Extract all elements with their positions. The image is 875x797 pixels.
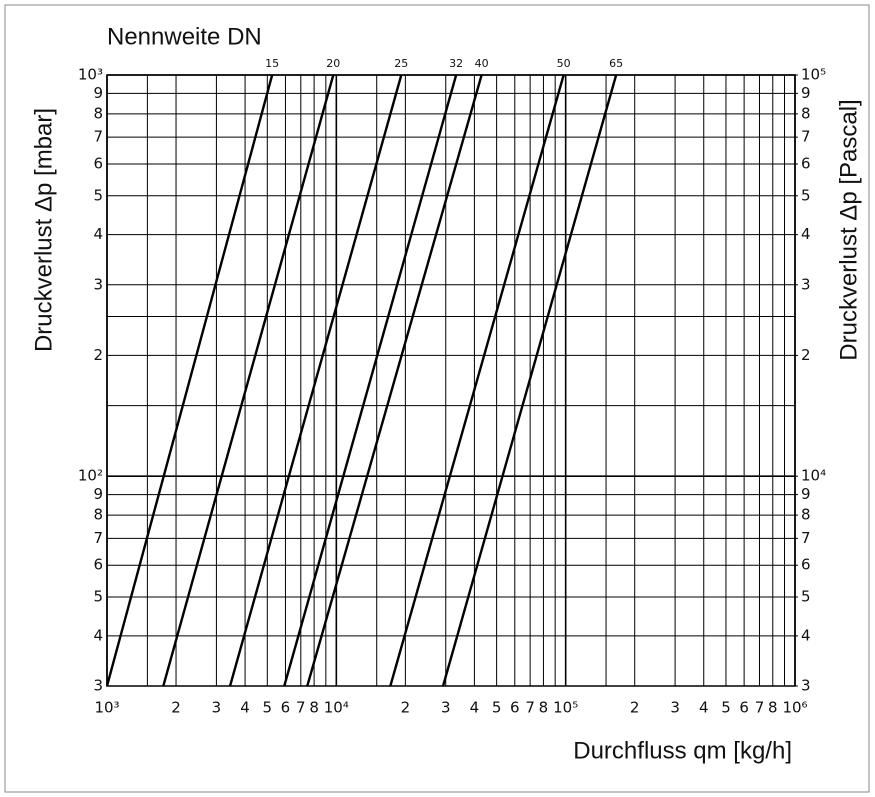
- series-line: [228, 74, 403, 687]
- x-tick-label: 3: [670, 699, 680, 717]
- y-tick-label: 7: [93, 529, 103, 547]
- series-line: [441, 74, 618, 687]
- y-tick-label: 5: [93, 186, 103, 204]
- chart-title: Nennweite DN: [107, 23, 262, 50]
- x-tick-label: 6: [510, 699, 520, 717]
- x-tick-label: 8: [768, 699, 778, 717]
- y2-axis-label: Druckverlust Δp [Pascal]: [835, 99, 862, 360]
- y2-tick-label: 5: [801, 587, 811, 605]
- y2-tick-label: 3: [801, 275, 811, 293]
- x-tick-label: 5: [492, 699, 502, 717]
- x-tick-label: 10⁴: [324, 699, 349, 717]
- x-tick-label: 8: [539, 699, 549, 717]
- x-axis-label: Durchfluss qm [kg/h]: [573, 737, 792, 764]
- y-tick-label: 5: [93, 587, 103, 605]
- y-tick-label: 3: [93, 677, 103, 695]
- y2-tick-label: 5: [801, 186, 811, 204]
- x-tick-label: 6: [281, 699, 291, 717]
- y2-tick-label: 9: [801, 84, 811, 102]
- y-tick-label: 10²: [78, 467, 103, 485]
- y-tick-label: 9: [93, 84, 103, 102]
- frame: [4, 4, 870, 793]
- x-tick-label: 4: [699, 699, 709, 717]
- y2-tick-label: 6: [801, 155, 811, 173]
- x-tick-label: 6: [739, 699, 749, 717]
- y2-tick-label: 8: [801, 506, 811, 524]
- y2-tick-label: 8: [801, 104, 811, 122]
- y-tick-label: 3: [93, 275, 103, 293]
- series-line: [105, 74, 274, 687]
- series-line: [283, 74, 458, 687]
- y2-tick-label: 4: [801, 225, 811, 243]
- y-tick-label: 4: [93, 225, 103, 243]
- x-tick-label: 8: [309, 699, 319, 717]
- y-tick-label: 10³: [78, 66, 103, 84]
- y-tick-label: 9: [93, 485, 103, 503]
- series-label: 25: [394, 57, 408, 70]
- x-tick-label: 10⁶: [782, 699, 807, 717]
- x-tick-label: 5: [721, 699, 731, 717]
- x-tick-label: 2: [171, 699, 181, 717]
- series-label: 50: [557, 57, 571, 70]
- y-tick-label: 7: [93, 128, 103, 146]
- x-tick-label: 4: [240, 699, 250, 717]
- series-label: 40: [475, 57, 489, 70]
- y2-tick-label: 3: [801, 677, 811, 695]
- y2-tick-label: 2: [801, 346, 811, 364]
- y2-tick-label: 10⁴: [801, 467, 826, 485]
- y-tick-label: 8: [93, 506, 103, 524]
- x-tick-label: 10³: [94, 699, 119, 717]
- x-tick-label: 7: [755, 699, 765, 717]
- x-tick-label: 2: [630, 699, 640, 717]
- x-tick-label: 2: [401, 699, 411, 717]
- y2-tick-label: 10⁵: [801, 66, 826, 84]
- y-tick-label: 4: [93, 626, 103, 644]
- y-axis-label: Druckverlust Δp [mbar]: [30, 108, 57, 352]
- x-tick-label: 10⁵: [553, 699, 578, 717]
- series-line: [162, 74, 335, 687]
- series-label: 20: [326, 57, 340, 70]
- y-tick-label: 2: [93, 346, 103, 364]
- y2-tick-label: 7: [801, 529, 811, 547]
- y-tick-label: 8: [93, 104, 103, 122]
- x-tick-label: 7: [525, 699, 535, 717]
- y-tick-label: 6: [93, 556, 103, 574]
- y2-tick-label: 4: [801, 626, 811, 644]
- plot-border: [106, 74, 796, 687]
- x-tick-label: 7: [296, 699, 306, 717]
- y2-tick-label: 7: [801, 128, 811, 146]
- y2-tick-label: 6: [801, 556, 811, 574]
- series-label: 65: [609, 57, 623, 70]
- y2-tick-label: 9: [801, 485, 811, 503]
- series-line: [389, 74, 565, 687]
- y-tick-label: 6: [93, 155, 103, 173]
- series-line: [306, 74, 483, 687]
- x-tick-label: 4: [470, 699, 480, 717]
- x-tick-label: 3: [441, 699, 451, 717]
- series-label: 32: [449, 57, 463, 70]
- x-tick-label: 5: [263, 699, 273, 717]
- series-label: 15: [265, 57, 279, 70]
- x-tick-label: 3: [212, 699, 222, 717]
